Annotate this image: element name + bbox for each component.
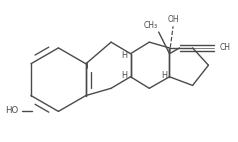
Text: CH: CH bbox=[220, 43, 231, 52]
Text: OH: OH bbox=[168, 15, 180, 24]
Text: H: H bbox=[121, 51, 127, 60]
Text: HO: HO bbox=[5, 106, 18, 115]
Text: H: H bbox=[161, 71, 167, 80]
Text: CH₃: CH₃ bbox=[144, 21, 158, 30]
Text: H: H bbox=[121, 71, 127, 80]
